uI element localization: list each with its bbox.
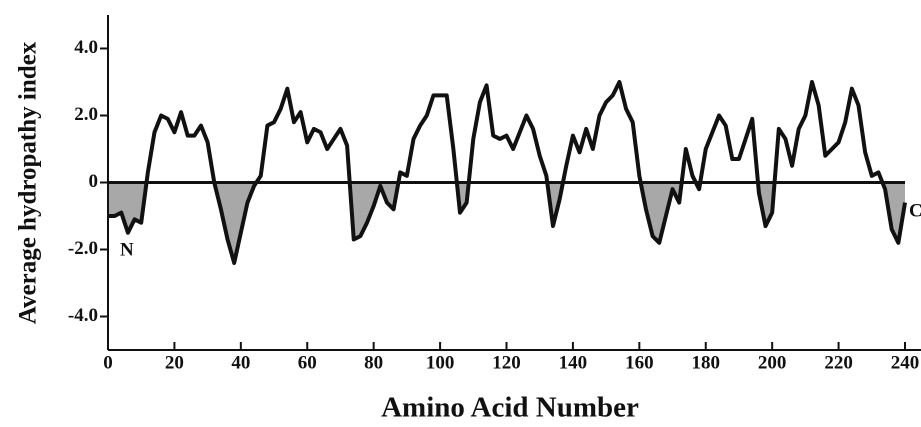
y-tick-label: -2.0 (68, 238, 98, 259)
x-tick-label: 240 (891, 352, 920, 373)
x-tick-label: 140 (559, 352, 588, 373)
x-tick-label: 60 (298, 352, 317, 373)
x-tick-label: 80 (364, 352, 383, 373)
x-axis-label: Amino Acid Number (381, 392, 639, 424)
x-tick-label: 100 (426, 352, 455, 373)
hydropathy-line (108, 80, 907, 265)
y-axis-label: Average hydropathy index (15, 41, 42, 324)
x-tick-label: 160 (625, 352, 654, 373)
x-tick-label: 220 (824, 352, 853, 373)
x-tick-label: 40 (231, 352, 250, 373)
x-tick-label: 180 (692, 352, 721, 373)
x-tick-label: 200 (758, 352, 787, 373)
annotation: C (909, 200, 921, 221)
y-tick-label: 2.0 (74, 104, 98, 125)
x-tick-label: 0 (103, 352, 113, 373)
y-tick-label: 4.0 (74, 37, 98, 58)
y-tick-label: 0 (89, 171, 99, 192)
annotation: N (120, 239, 134, 260)
y-tick-label: -4.0 (68, 305, 98, 326)
x-tick-label: 20 (165, 352, 184, 373)
x-tick-label: 120 (492, 352, 521, 373)
